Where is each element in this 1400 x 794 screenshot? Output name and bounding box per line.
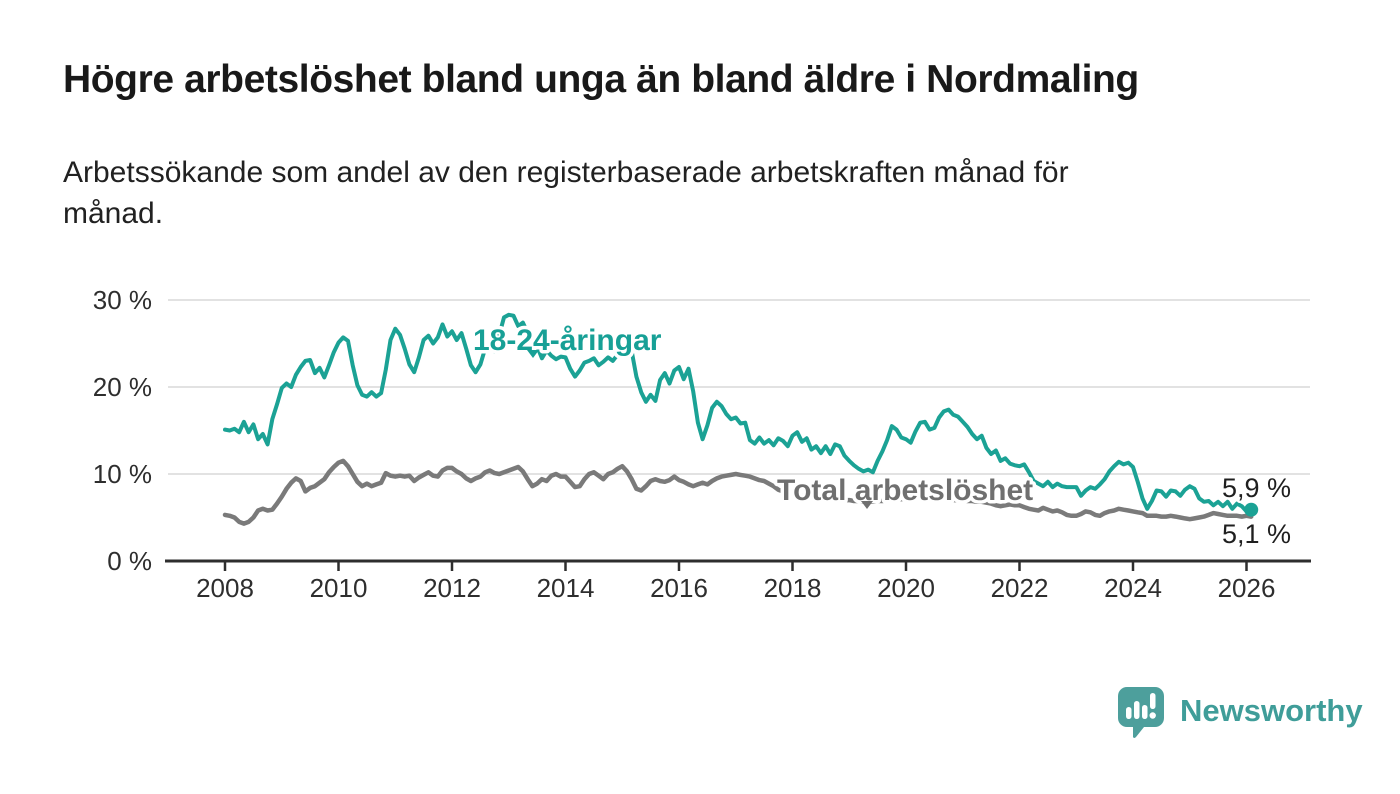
x-tick-label: 2020 xyxy=(877,573,935,603)
youth-unemployment-line xyxy=(223,312,1254,514)
y-tick-label: 20 % xyxy=(93,372,152,402)
total-series-label: Total arbetslöshet xyxy=(777,474,1033,507)
newsworthy-wordmark: Newsworthy xyxy=(1180,693,1363,728)
y-tick-label: 30 % xyxy=(93,285,152,315)
x-axis-ticks: 2008 2010 2012 2014 2016 2018 2020 2022 2024 2026 xyxy=(196,561,1275,603)
subtitle-line-1: Arbetssökande som andel av den registerb… xyxy=(63,156,1069,189)
x-tick-label: 2022 xyxy=(991,573,1049,603)
y-axis-tick-labels: 0 % 10 % 20 % 30 % xyxy=(93,285,152,576)
gridlines xyxy=(168,299,1310,475)
total-end-value-label: 5,1 % xyxy=(1222,519,1291,549)
youth-label-pointer-icon xyxy=(527,350,539,358)
x-tick-label: 2016 xyxy=(650,573,708,603)
youth-end-value-label: 5,9 % xyxy=(1222,473,1291,503)
total-unemployment-line xyxy=(222,458,1254,526)
y-tick-label: 10 % xyxy=(93,459,152,489)
total-label-pointer-icon xyxy=(861,501,873,509)
subtitle-line-2: månad. xyxy=(63,197,164,231)
series-end-dot xyxy=(1244,502,1259,517)
chart-subtitle: Arbetssökande som andel av den registerb… xyxy=(63,152,1343,235)
x-tick-label: 2026 xyxy=(1218,573,1276,603)
page-title: Högre arbetslöshet bland unga än bland ä… xyxy=(63,58,1139,101)
x-tick-label: 2008 xyxy=(196,573,254,603)
x-tick-label: 2018 xyxy=(764,573,822,603)
x-tick-label: 2014 xyxy=(537,573,595,603)
speech-bubble-chart-icon xyxy=(1118,687,1164,738)
y-tick-label: 0 % xyxy=(107,546,152,576)
youth-series-label: 18-24-åringar xyxy=(473,324,662,357)
speech-bubble-shape xyxy=(1118,687,1164,738)
newsworthy-logo: Newsworthy xyxy=(1118,687,1363,738)
x-tick-label: 2012 xyxy=(423,573,481,603)
x-tick-label: 2010 xyxy=(310,573,368,603)
x-tick-label: 2024 xyxy=(1104,573,1162,603)
